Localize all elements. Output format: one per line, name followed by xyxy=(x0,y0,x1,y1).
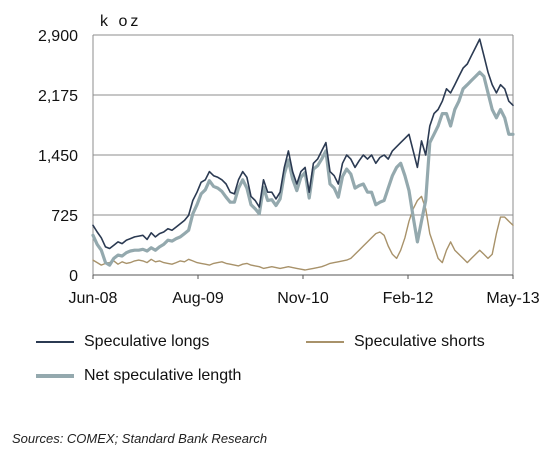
legend-label-shorts: Speculative shorts xyxy=(354,333,485,350)
x-tick-label: Aug-09 xyxy=(172,290,224,307)
source-note: Sources: COMEX; Standard Bank Research xyxy=(12,431,268,446)
y-tick-label: 0 xyxy=(69,268,78,285)
x-tick-label: May-13 xyxy=(486,290,539,307)
unit-label: k oz xyxy=(100,13,141,30)
x-tick-label: Nov-10 xyxy=(277,290,329,307)
y-tick-label: 2,900 xyxy=(38,28,78,45)
legend-label-longs: Speculative longs xyxy=(84,333,210,350)
legend-swatch-net xyxy=(36,374,74,378)
legend-label-net: Net speculative length xyxy=(84,367,242,384)
x-tick-label: Feb-12 xyxy=(383,290,434,307)
x-tick-label: Jun-08 xyxy=(69,290,118,307)
series-line-shorts xyxy=(92,195,514,271)
legend-swatch-longs xyxy=(36,341,74,343)
legend-item-net: Net speculative length xyxy=(36,367,241,385)
series-line-longs xyxy=(92,38,514,250)
y-tick-label: 2,175 xyxy=(38,88,78,105)
legend-item-shorts: Speculative shorts xyxy=(306,333,485,351)
series-line-net xyxy=(91,70,515,267)
y-tick-label: 1,450 xyxy=(38,148,78,165)
chart-area: 2,900 2,175 1,450 725 0 k oz Jun-08 Aug-09 Nov-1… xyxy=(38,13,540,307)
legend-item-longs: Speculative longs xyxy=(36,333,209,351)
y-tick-label: 725 xyxy=(51,208,78,225)
legend-swatch-shorts xyxy=(306,341,344,343)
